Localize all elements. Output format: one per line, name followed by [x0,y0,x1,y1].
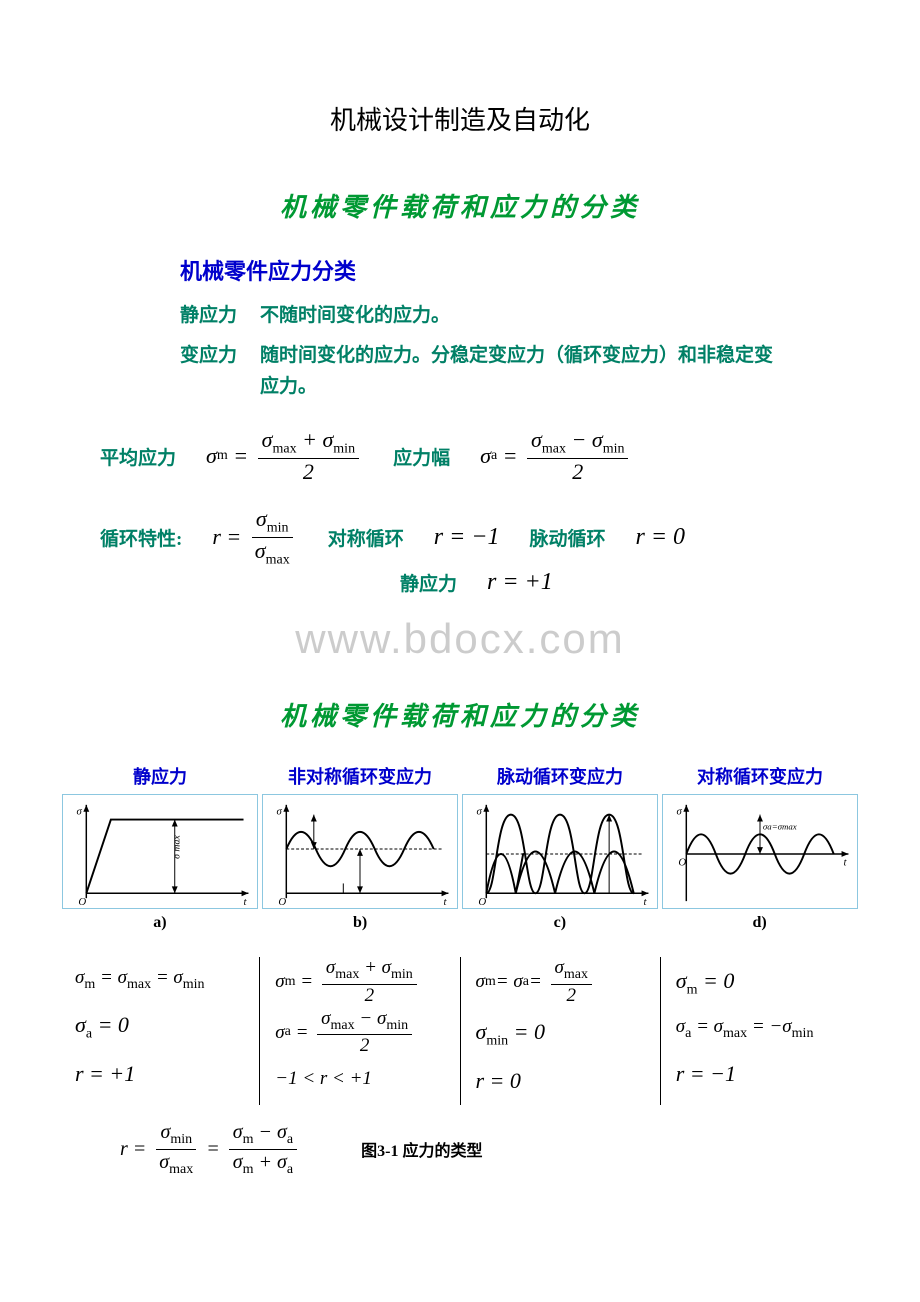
svg-text:O: O [678,857,686,869]
section-title-1: 机械零件载荷和应力的分类 [60,187,860,224]
svg-text:σ: σ [476,806,482,818]
svg-text:t: t [244,896,248,908]
sym-value: r = −1 [434,524,500,551]
def-variable-text: 随时间变化的应力。分稳定变应力（循环变应力）和非稳定变应力。 [260,341,780,402]
pulse-value: r = 0 [635,524,685,551]
col-d-line1: σm = 0 [676,957,845,1006]
col-a-line2: σa = 0 [75,1001,244,1050]
mean-stress-label: 平均应力 [100,443,176,470]
chart-boxes: σ t O σ max σ t O [60,794,860,909]
svg-text:O: O [78,896,86,908]
svg-text:σ max: σ max [172,835,183,859]
amp-stress-label: 应力幅 [393,443,450,470]
col-b-line3: −1 < r < +1 [275,1058,444,1100]
formula-cycle: 循环特性: r = σminσmax 对称循环 r = −1 脉动循环 r = … [100,506,860,569]
figure-caption: 图3-1 应力的类型 [361,1137,482,1161]
chart-b: σ t O [262,794,458,909]
formula-static-r: 静应力 r = +1 [400,569,860,596]
bottom-formula-row: r = σminσmax = σm − σaσm + σa 图3-1 应力的类型 [120,1120,860,1179]
svg-text:O: O [478,896,486,908]
cycle-label: 循环特性: [100,524,182,551]
chart-label-b: b) [353,914,367,932]
svg-text:t: t [644,896,648,908]
chart-header-c: 脉动循环变应力 [460,763,660,789]
svg-text:t: t [844,857,848,869]
svg-text:O: O [278,896,286,908]
def-static-text: 不随时间变化的应力。 [260,301,450,331]
chart-header-a: 静应力 [60,763,260,789]
chart-header-b: 非对称循环变应力 [260,763,460,789]
chart-labels: a) b) c) d) [60,914,860,932]
formula-col-b: σm = σmax + σmin2 σa = σmax − σmin2 −1 <… [260,957,460,1105]
formulas-grid: σm = σmax = σmin σa = 0 r = +1 σm = σmax… [60,957,860,1105]
amp-stress-formula: σa = σmax − σmin2 [480,427,632,486]
cycle-formula: r = σminσmax [212,506,297,569]
def-static: 静应力 不随时间变化的应力。 [180,301,860,331]
formula-col-c: σm = σa = σmax2 σmin = 0 r = 0 [461,957,661,1105]
def-static-label: 静应力 [180,301,260,331]
col-d-line3: r = −1 [676,1050,845,1098]
col-c-line3: r = 0 [476,1057,645,1105]
col-c-line2: σmin = 0 [476,1008,645,1057]
sym-label: 对称循环 [328,524,404,551]
col-d-line2: σa = σmax = −σmin [676,1006,845,1050]
chart-a: σ t O σ max [62,794,258,909]
chart-headers: 静应力 非对称循环变应力 脉动循环变应力 对称循环变应力 [60,763,860,789]
chart-header-d: 对称循环变应力 [660,763,860,789]
chart-label-d: d) [753,914,767,932]
chart-label-c: c) [554,914,566,932]
chart-d: σ t O σa=σmax [662,794,858,909]
static-label2: 静应力 [400,569,457,596]
formula-col-a: σm = σmax = σmin σa = 0 r = +1 [60,957,260,1105]
svg-text:σ: σ [676,806,682,818]
chart-c: σ t O [462,794,658,909]
formula-col-d: σm = 0 σa = σmax = −σmin r = −1 [661,957,860,1105]
r-formula: r = σminσmax = σm − σaσm + σa [120,1120,301,1179]
col-c-line1: σm = σa = σmax2 [476,957,645,1007]
section-title-2: 机械零件载荷和应力的分类 [60,696,860,733]
col-a-line1: σm = σmax = σmin [75,957,244,1001]
col-a-line3: r = +1 [75,1050,244,1098]
svg-text:t: t [444,896,448,908]
formula-mean-amp: 平均应力 σm = σmax + σmin2 应力幅 σa = σmax − σ… [100,427,860,486]
sub-title: 机械零件应力分类 [180,254,860,286]
pulse-label: 脉动循环 [529,524,605,551]
page-title: 机械设计制造及自动化 [60,100,860,137]
col-b-line1: σm = σmax + σmin2 [275,957,444,1007]
def-variable-label: 变应力 [180,341,260,402]
svg-text:σ: σ [276,806,282,818]
svg-text:σ: σ [76,806,82,818]
chart-label-a: a) [153,914,166,932]
def-variable: 变应力 随时间变化的应力。分稳定变应力（循环变应力）和非稳定变应力。 [180,341,860,402]
svg-text:σa=σmax: σa=σmax [763,822,797,832]
mean-stress-formula: σm = σmax + σmin2 [206,427,363,486]
watermark: www.bdocx.com [295,615,624,663]
static-value: r = +1 [487,569,553,596]
col-b-line2: σa = σmax − σmin2 [275,1008,444,1058]
